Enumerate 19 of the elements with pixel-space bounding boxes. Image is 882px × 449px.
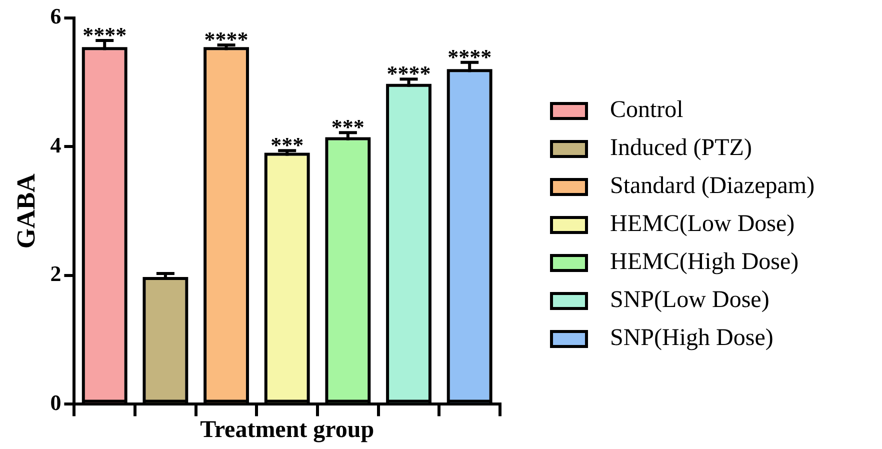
legend-label: Standard (Diazepam)	[610, 173, 815, 200]
annotation: ****	[204, 27, 248, 52]
annotation: ****	[82, 22, 127, 48]
annotation: ***	[331, 114, 364, 140]
legend-label: SNP(High Dose)	[610, 325, 774, 352]
y-tick-label: 0	[50, 390, 62, 415]
annotation: ***	[270, 132, 304, 158]
legend-label: Induced (PTZ)	[610, 135, 752, 162]
annotation: ****	[386, 61, 431, 86]
y-tick-label: 2	[50, 261, 62, 286]
y-axis-title: GABA	[11, 173, 40, 249]
legend-label: Control	[610, 97, 684, 124]
annotation: ****	[448, 44, 492, 70]
legend-label: HEMC(Low Dose)	[610, 211, 795, 238]
y-tick-label: 4	[50, 132, 62, 158]
x-axis-title: Treatment group	[200, 416, 374, 443]
legend-label: HEMC(High Dose)	[610, 249, 799, 276]
y-tick-label: 6	[50, 4, 62, 29]
legend-label: SNP(Low Dose)	[610, 287, 770, 314]
